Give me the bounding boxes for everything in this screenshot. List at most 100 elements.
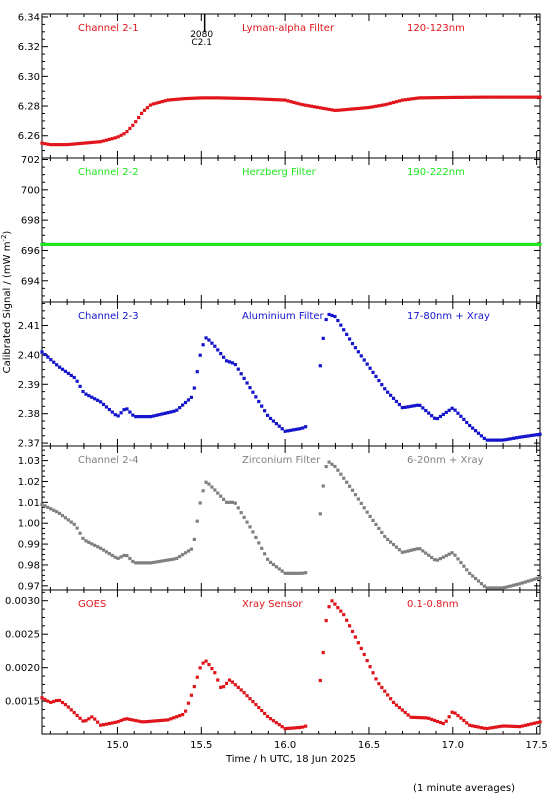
data-point — [330, 462, 334, 466]
panel-filter-label: Lyman-alpha Filter — [242, 23, 335, 34]
data-point — [506, 585, 510, 589]
data-point — [468, 95, 472, 99]
data-point — [371, 370, 375, 374]
data-point — [473, 95, 478, 99]
data-point — [350, 242, 355, 246]
data-point — [178, 97, 182, 101]
data-point — [301, 725, 305, 729]
data-point — [113, 555, 117, 559]
data-point — [415, 547, 419, 551]
data-point — [72, 242, 76, 246]
data-point — [274, 422, 278, 426]
data-point — [345, 618, 349, 622]
data-point — [248, 96, 252, 101]
panel-filter-label: Xray Sensor — [242, 599, 303, 610]
data-point — [391, 100, 396, 105]
data-point — [289, 242, 293, 246]
data-point — [459, 242, 463, 246]
data-point — [160, 559, 164, 563]
data-point — [219, 351, 223, 356]
data-point — [140, 415, 144, 419]
data-point — [447, 242, 451, 246]
data-point — [128, 410, 132, 414]
data-point — [172, 242, 176, 246]
data-point — [368, 242, 372, 246]
data-point — [81, 719, 85, 723]
data-point — [438, 414, 442, 419]
data-point — [69, 708, 73, 712]
data-point — [192, 386, 196, 390]
data-point — [383, 242, 387, 246]
data-point — [491, 586, 495, 590]
data-point — [260, 97, 264, 101]
data-point — [336, 468, 340, 472]
data-point — [154, 719, 158, 723]
data-point — [289, 100, 293, 104]
data-point — [406, 97, 410, 101]
data-point — [453, 553, 457, 557]
data-point — [119, 411, 123, 415]
data-point — [535, 721, 539, 725]
data-point — [459, 414, 463, 418]
data-point — [195, 370, 199, 374]
data-point — [268, 97, 273, 102]
data-point — [359, 354, 363, 358]
data-point — [456, 242, 460, 246]
data-point — [520, 724, 525, 728]
data-point — [321, 650, 325, 655]
data-point — [500, 724, 504, 728]
data-point — [178, 242, 182, 246]
data-point — [412, 96, 416, 101]
data-point — [389, 242, 393, 246]
data-point — [318, 106, 322, 110]
data-point — [207, 338, 211, 342]
y-tick-label: 2.41 — [18, 321, 40, 332]
data-point — [397, 402, 401, 407]
data-point — [289, 428, 293, 432]
data-point — [78, 384, 82, 388]
panel-band-label: 17-80nm + Xray — [407, 311, 490, 322]
data-point — [81, 141, 85, 145]
data-point — [447, 408, 451, 412]
data-point — [506, 724, 510, 728]
data-point — [87, 540, 91, 544]
data-point — [257, 705, 261, 710]
data-point — [128, 126, 132, 131]
data-point — [397, 706, 401, 710]
data-point — [532, 577, 536, 581]
data-point — [183, 242, 188, 246]
data-point — [183, 551, 188, 555]
data-point — [409, 404, 413, 408]
data-point — [412, 404, 416, 408]
data-point — [503, 724, 507, 728]
data-point — [271, 562, 276, 567]
data-point — [514, 242, 519, 246]
data-point — [497, 725, 501, 729]
data-point — [175, 556, 179, 560]
data-point — [236, 367, 240, 371]
data-point — [432, 718, 437, 723]
data-point — [514, 95, 519, 99]
data-point — [482, 584, 486, 588]
data-point — [459, 560, 463, 565]
data-point — [183, 709, 188, 713]
data-point — [397, 242, 401, 246]
data-point — [526, 723, 530, 727]
data-point — [63, 143, 68, 147]
x-tick-label: 16.5 — [358, 740, 380, 751]
data-point — [189, 242, 193, 246]
data-point — [131, 559, 135, 564]
data-point — [213, 242, 217, 246]
panel-channel-label: Channel 2-4 — [78, 455, 139, 466]
data-point — [181, 242, 185, 246]
data-point — [210, 485, 214, 489]
data-point — [46, 699, 50, 703]
data-point — [257, 399, 261, 404]
data-point — [397, 548, 401, 552]
data-point — [69, 142, 73, 146]
data-point — [104, 722, 109, 726]
data-point — [125, 554, 129, 558]
data-point — [491, 95, 495, 99]
data-point — [207, 242, 211, 246]
panel-frame — [41, 589, 541, 735]
